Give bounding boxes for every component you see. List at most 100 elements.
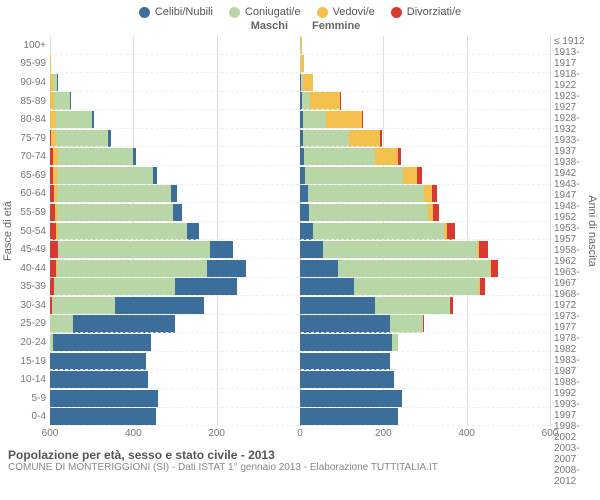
x-tick: 200: [208, 428, 225, 439]
x-axis: 6004002000200400600: [50, 426, 550, 444]
bar-segment: [380, 130, 382, 147]
bar-segment: [57, 204, 174, 221]
bar-female: [300, 259, 550, 278]
bar-segment: [153, 167, 157, 184]
legend-swatch: [391, 7, 402, 18]
bar-segment: [424, 185, 432, 202]
bar-segment: [300, 334, 392, 351]
year-label: 1973-1977: [554, 311, 600, 333]
bar-segment: [50, 315, 73, 332]
bar-segment: [354, 278, 479, 295]
bar-segment: [304, 148, 375, 165]
legend-item: Divorziati/e: [391, 6, 461, 18]
bar-segment: [432, 185, 437, 202]
bar-segment: [301, 55, 304, 72]
x-tick: 600: [542, 428, 559, 439]
year-label: 1998-2002: [554, 421, 600, 443]
year-label: 2003-2007: [554, 443, 600, 465]
bar-segment: [173, 204, 181, 221]
bar-segment: [54, 278, 175, 295]
year-label: 1993-1997: [554, 399, 600, 421]
pyramid-row: [50, 73, 550, 92]
bar-segment: [50, 371, 148, 388]
bar-male: [50, 110, 300, 129]
age-label: 5-9: [0, 389, 46, 408]
age-label: 100+: [0, 36, 46, 55]
pyramid-row: [50, 166, 550, 185]
bar-segment: [479, 241, 488, 258]
bar-segment: [491, 260, 499, 277]
bar-segment: [300, 260, 338, 277]
bar-segment: [300, 408, 398, 425]
bar-segment: [362, 111, 363, 128]
label-female: Femmine: [312, 20, 360, 32]
year-label: 1988-1992: [554, 377, 600, 399]
bar-male: [50, 73, 300, 92]
bar-segment: [108, 130, 111, 147]
bar-male: [50, 333, 300, 352]
x-tick: 400: [125, 428, 142, 439]
bar-segment: [92, 111, 94, 128]
bar-segment: [300, 371, 394, 388]
year-label: 1928-1932: [554, 113, 600, 135]
gender-labels: Maschi Femmine: [0, 20, 600, 36]
pyramid-row: [50, 370, 550, 389]
bar-female: [300, 352, 550, 371]
legend-label: Celibi/Nubili: [155, 6, 213, 18]
bar-segment: [171, 185, 177, 202]
legend-swatch: [317, 7, 328, 18]
pyramid-row: [50, 333, 550, 352]
bar-segment: [57, 167, 153, 184]
age-label: 40-44: [0, 259, 46, 278]
pyramid-row: [50, 278, 550, 297]
pyramid-row: [50, 259, 550, 278]
bar-segment: [53, 334, 151, 351]
pyramid-row: [50, 222, 550, 241]
bar-segment: [300, 223, 313, 240]
year-label: 1978-1982: [554, 333, 600, 355]
year-label: 1983-1987: [554, 355, 600, 377]
pyramid-row: [50, 408, 550, 427]
bar-segment: [326, 111, 361, 128]
bar-segment: [57, 185, 172, 202]
bar-segment: [423, 315, 424, 332]
bar-female: [300, 370, 550, 389]
pyramid-row: [50, 147, 550, 166]
bar-segment: [300, 185, 308, 202]
bar-female: [300, 240, 550, 259]
age-label: 65-69: [0, 166, 46, 185]
bar-segment: [433, 204, 439, 221]
bar-segment: [349, 130, 380, 147]
bar-male: [50, 408, 300, 427]
bar-male: [50, 370, 300, 389]
bar-segment: [175, 278, 238, 295]
bar-male: [50, 166, 300, 185]
bar-segment: [303, 130, 349, 147]
bar-segment: [57, 260, 207, 277]
pyramid-row: [50, 92, 550, 111]
bar-female: [300, 129, 550, 148]
bar-segment: [56, 111, 91, 128]
bar-male: [50, 389, 300, 408]
year-label: 1918-1922: [554, 69, 600, 91]
pyramid-row: [50, 203, 550, 222]
bar-segment: [398, 148, 401, 165]
year-label: ≤ 1912: [554, 36, 600, 47]
legend: Celibi/NubiliConiugati/eVedovi/eDivorzia…: [0, 0, 600, 20]
bar-segment: [58, 223, 187, 240]
bar-female: [300, 389, 550, 408]
bar-segment: [375, 297, 450, 314]
age-label: 20-24: [0, 333, 46, 352]
y-axis-title-right: Anni di nascita: [586, 195, 598, 267]
bar-female: [300, 73, 550, 92]
x-tick: 600: [42, 428, 59, 439]
year-label: 1968-1972: [554, 289, 600, 311]
age-label: 80-84: [0, 110, 46, 129]
bar-female: [300, 278, 550, 297]
pyramid-row: [50, 315, 550, 334]
bar-segment: [52, 297, 115, 314]
age-label: 75-79: [0, 129, 46, 148]
bar-male: [50, 296, 300, 315]
bar-female: [300, 166, 550, 185]
pyramid-row: [50, 129, 550, 148]
